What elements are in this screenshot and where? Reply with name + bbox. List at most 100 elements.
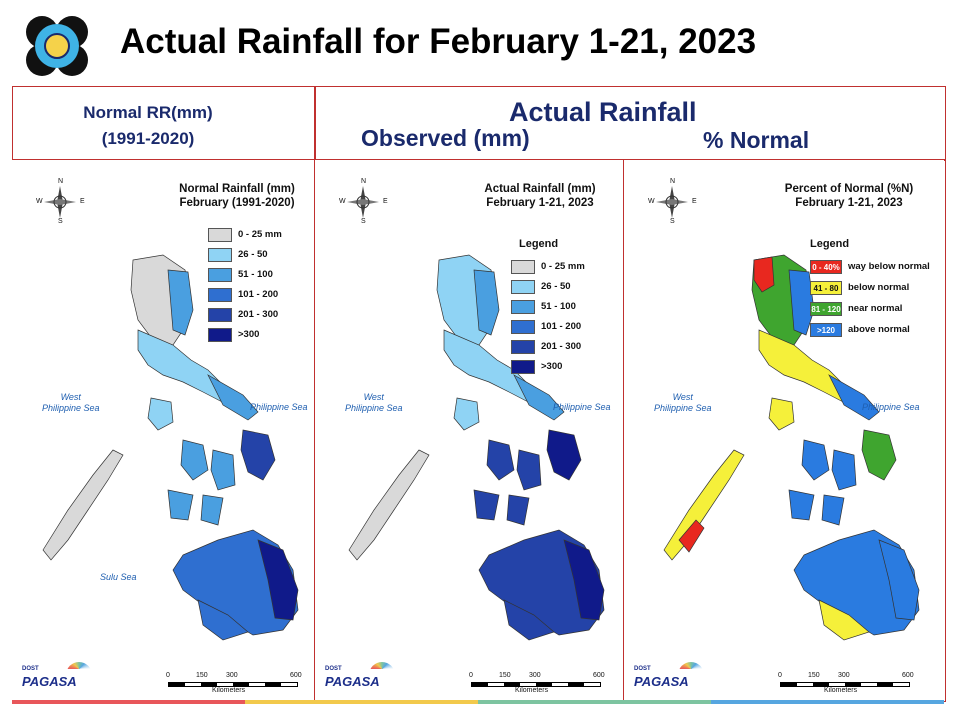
map-region: [486, 439, 515, 481]
map-region: [147, 397, 174, 431]
scale-tick-label: 150: [499, 672, 511, 679]
legend-title: Legend: [810, 238, 850, 250]
logo-text: PAGASA: [22, 674, 77, 689]
legend-label: 101 - 200: [541, 321, 582, 332]
divider-1: [314, 159, 315, 700]
legend-swatch: [208, 288, 232, 302]
map-title: Normal Rainfall (mm) February (1991-2020): [162, 182, 312, 210]
map-region: [240, 429, 276, 481]
legend-entry: 101 - 200: [511, 320, 623, 336]
map-region: [200, 494, 224, 526]
sea-label: Sulu Sea: [100, 572, 137, 582]
footer-strip-segment: [478, 700, 711, 704]
map-region: [180, 439, 209, 481]
map-title: Percent of Normal (%N) February 1-21, 202…: [774, 182, 924, 210]
map-region: [210, 449, 236, 491]
scale-tick-label: 300: [226, 672, 238, 679]
footer-color-strip: [12, 700, 944, 704]
map-region: [678, 519, 705, 553]
map-region: [257, 539, 299, 621]
map-region: [167, 269, 194, 336]
compass-label: N: [361, 178, 367, 185]
map-region: [503, 599, 555, 641]
legend-label: near normal: [848, 303, 903, 314]
legend-swatch: 81 - 120: [810, 302, 842, 316]
percent-normal-map-panel: N S E W Percent of Normal (%N) February 1-21,…: [624, 160, 944, 700]
scale-unit-label: Kilometers: [212, 687, 246, 694]
pagasa-seal-logo: [22, 14, 92, 78]
map-region: [453, 397, 480, 431]
map-region: [878, 539, 920, 621]
legend-swatch: [208, 248, 232, 262]
map-region: [513, 374, 565, 421]
divider-2: [623, 159, 624, 700]
map-region: [563, 539, 605, 621]
legend-label: 51 - 100: [541, 301, 576, 312]
map-title-line1: Normal Rainfall (mm): [179, 183, 295, 195]
scale-unit-label: Kilometers: [515, 687, 549, 694]
legend-label: 101 - 200: [238, 289, 279, 300]
sea-label: West Philippine Sea: [654, 392, 712, 413]
compass-label: W: [648, 198, 655, 205]
map-region: [788, 269, 815, 336]
map-region: [546, 429, 582, 481]
legend-swatch: >120: [810, 323, 842, 337]
legend-entry: 26 - 50: [208, 248, 314, 264]
map-region: [818, 599, 870, 641]
pagasa-logo: DOST PAGASA: [321, 662, 401, 696]
map-title-line1: Actual Rainfall (mm): [484, 183, 596, 195]
pagasa-logo: DOST PAGASA: [630, 662, 710, 696]
scale-tick-label: 0: [778, 672, 782, 679]
map-title-line2: February 1-21, 2023: [486, 197, 594, 209]
compass-label: E: [383, 198, 388, 205]
map-title: Actual Rainfall (mm) February 1-21, 2023: [465, 182, 615, 210]
legend-swatch: [208, 268, 232, 282]
footer-strip-segment: [12, 700, 245, 704]
legend-entry: 26 - 50: [511, 280, 623, 296]
legend-label: below normal: [848, 282, 910, 293]
legend-entry: 41 - 80 below normal: [810, 281, 930, 297]
legend-title: Legend: [519, 238, 559, 250]
legend-label: >300: [541, 361, 563, 372]
logo-small-text: DOST: [325, 666, 342, 672]
scale-bar: 0 150 300 600 Kilometers: [162, 672, 302, 694]
legend-label: 51 - 100: [238, 269, 273, 280]
compass-label: S: [361, 218, 366, 225]
legend-swatch: [208, 328, 232, 342]
actual-rainfall-map-panel: N S E W Actual Rainfall (mm) February 1-21, 2…: [315, 160, 623, 700]
legend-entry: 101 - 200: [208, 288, 314, 304]
map-title-line2: February (1991-2020): [179, 197, 295, 209]
legend-swatch: [511, 280, 535, 294]
scale-tick-label: 300: [838, 672, 850, 679]
philippines-map: [42, 254, 299, 641]
map-region: [348, 449, 430, 561]
normal-rainfall-map-panel: N S E W Normal Rainfall (mm) February (1991-2…: [12, 160, 314, 700]
map-region: [768, 397, 795, 431]
compass-label: N: [670, 178, 676, 185]
legend-label: 26 - 50: [541, 281, 571, 292]
legend-label: >300: [238, 329, 260, 340]
map-title-line2: February 1-21, 2023: [795, 197, 903, 209]
legend-entry: 0 - 25 mm: [511, 260, 623, 276]
map-region: [828, 374, 880, 421]
legend-label: 201 - 300: [541, 341, 582, 352]
map-region: [42, 449, 124, 561]
normal-header-box: Normal RR(mm) (1991-2020): [12, 86, 316, 161]
legend-entry: 0 - 40% way below normal: [810, 260, 930, 276]
legend-swatch: 0 - 40%: [810, 260, 842, 274]
legend-swatch: [511, 320, 535, 334]
logo-small-text: DOST: [22, 666, 39, 672]
legend-label: 26 - 50: [238, 249, 268, 260]
map-region: [167, 489, 194, 521]
sea-label: Philippine Sea: [553, 402, 611, 412]
legend-swatch: [511, 300, 535, 314]
map-region: [801, 439, 830, 481]
compass-label: W: [339, 198, 346, 205]
legend-swatch: [208, 228, 232, 242]
compass-rose-icon: [652, 182, 692, 222]
legend-swatch: [511, 340, 535, 354]
sea-label: Philippine Sea: [250, 402, 308, 412]
map-region: [788, 489, 815, 521]
normal-header-line2: (1991-2020): [101, 129, 195, 148]
map-region: [861, 429, 897, 481]
